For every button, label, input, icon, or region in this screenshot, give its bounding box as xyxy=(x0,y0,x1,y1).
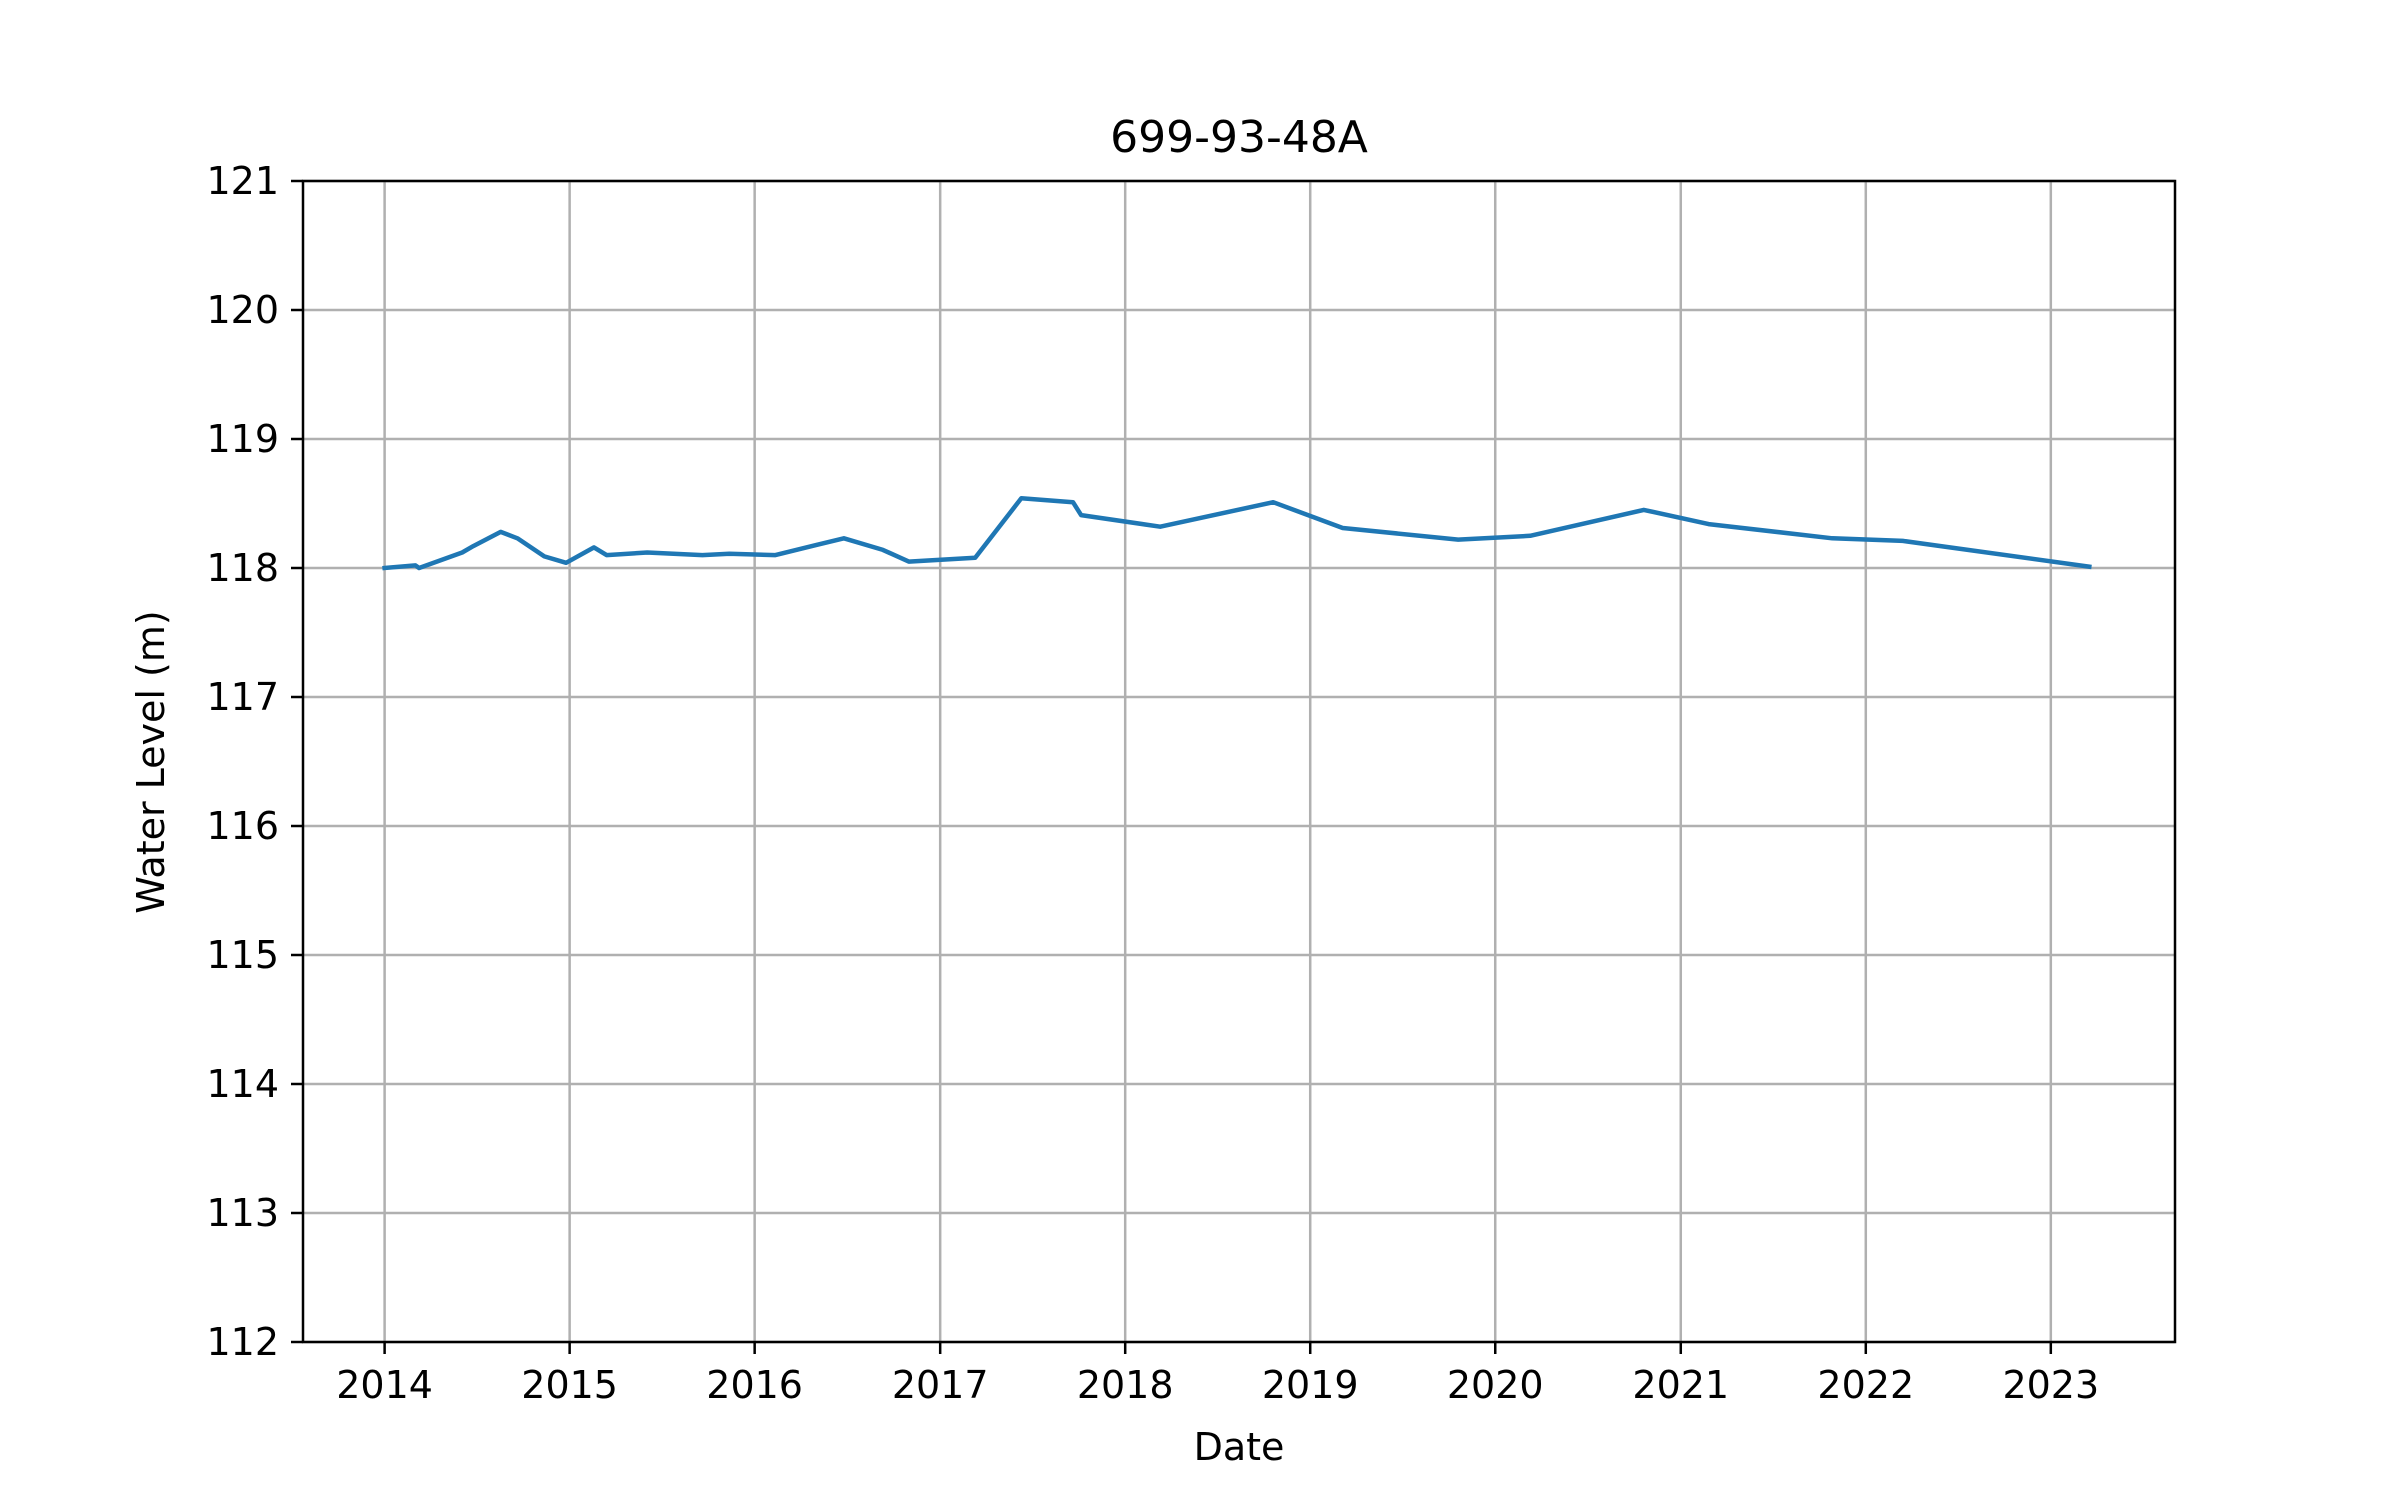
series-line xyxy=(382,496,2092,571)
x-tick-label: 2014 xyxy=(336,1363,433,1407)
x-tick-label: 2016 xyxy=(706,1363,803,1407)
x-tick-label: 2017 xyxy=(892,1363,989,1407)
chart-title: 699-93-48A xyxy=(1110,112,1368,163)
series-layer xyxy=(382,496,2092,571)
x-tick-label: 2021 xyxy=(1632,1363,1729,1407)
ticks: 2014 2015 2016 2017 2018 2019 2020 2021 2022 2023… xyxy=(206,159,2099,1407)
x-tick-label: 2023 xyxy=(2002,1363,2099,1407)
y-tick-label: 114 xyxy=(206,1062,279,1106)
y-tick-label: 116 xyxy=(206,804,279,848)
x-tick-label: 2020 xyxy=(1447,1363,1544,1407)
x-tick-label: 2015 xyxy=(521,1363,618,1407)
y-tick-label: 117 xyxy=(206,675,279,719)
x-tick-label: 2019 xyxy=(1262,1363,1359,1407)
y-axis-label: Water Level (m) xyxy=(129,610,173,913)
x-axis-label: Date xyxy=(1194,1425,1285,1469)
plot-frame xyxy=(301,179,2177,1344)
y-tick-label: 115 xyxy=(206,933,279,977)
y-tick-label: 118 xyxy=(206,546,279,590)
y-tick-label: 112 xyxy=(206,1320,279,1364)
y-tick-label: 121 xyxy=(206,159,279,203)
y-tick-label: 113 xyxy=(206,1191,279,1235)
x-tick-label: 2022 xyxy=(1817,1363,1914,1407)
y-tick-label: 119 xyxy=(206,417,279,461)
x-tick-label: 2018 xyxy=(1077,1363,1174,1407)
y-tick-label: 120 xyxy=(206,288,279,332)
